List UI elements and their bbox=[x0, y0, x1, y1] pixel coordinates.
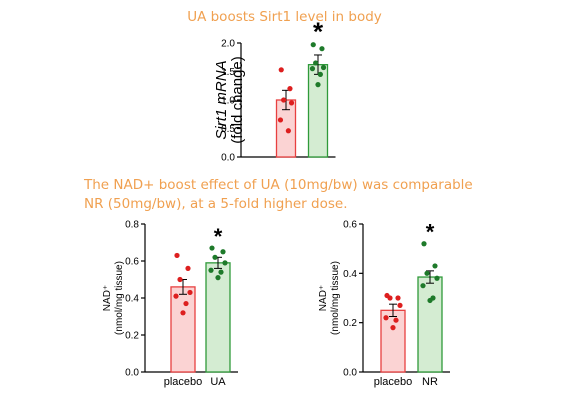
chart2-data-point bbox=[434, 275, 440, 281]
chart2-data-point bbox=[432, 263, 438, 269]
chart1-tick-label: 0.2 bbox=[125, 331, 139, 342]
chart0-data-point bbox=[277, 117, 284, 123]
chart1-bar-1 bbox=[205, 262, 231, 373]
chart0-data-point bbox=[313, 60, 319, 66]
chart2-data-point bbox=[424, 270, 430, 276]
caption-middle-line1: The NAD+ boost effect of UA (10mg/bw) wa… bbox=[84, 177, 473, 193]
chart2-tick-label: 0.6 bbox=[343, 220, 357, 231]
chart1-data-point bbox=[187, 289, 193, 296]
chart2-ylabel-line2: (nmol/mg tissue) bbox=[330, 261, 341, 335]
chart0-data-point bbox=[319, 46, 325, 52]
chart1-data-point bbox=[177, 276, 183, 283]
chart2-data-point bbox=[390, 325, 396, 331]
chart2-data-point bbox=[387, 295, 393, 301]
chart2-bar-0 bbox=[380, 309, 406, 373]
chart1-tick-label: 0.6 bbox=[125, 257, 139, 268]
chart2-bar-1 bbox=[417, 276, 443, 373]
chart0-ylabel-line2: (fold change) bbox=[229, 56, 246, 144]
chart0-tick-label: 0.5 bbox=[221, 124, 235, 135]
chart0-data-point bbox=[285, 128, 291, 134]
chart1-tick-label: 0.8 bbox=[125, 220, 139, 231]
chart1-data-point bbox=[208, 267, 214, 273]
chart1-ylabel-line2: (nmol/mg tissue) bbox=[114, 261, 125, 335]
chart0-data-point bbox=[288, 100, 295, 106]
chart0-tick-label: 2.0 bbox=[221, 39, 235, 50]
chart0-bar-1 bbox=[307, 64, 329, 158]
chart1-data-point bbox=[180, 310, 186, 316]
chart1-data-point bbox=[212, 254, 218, 260]
chart2-tick-label: 0.4 bbox=[343, 269, 357, 280]
chart2-data-point bbox=[421, 241, 427, 247]
chart1-ylabel-line1: NAD⁺ bbox=[102, 285, 113, 311]
chart0-tick-label: 1.0 bbox=[221, 96, 235, 107]
chart1-bar-0 bbox=[170, 286, 196, 373]
chart2-tick-label: 0.0 bbox=[343, 368, 357, 379]
chart0-data-point bbox=[287, 86, 293, 92]
chart2-category-label-1: NR bbox=[422, 376, 438, 388]
chart2-data-point bbox=[393, 317, 399, 323]
chart2-significance-1: * bbox=[426, 220, 435, 245]
chart1-tick-label: 0.0 bbox=[125, 368, 139, 379]
chart1-data-point bbox=[218, 269, 224, 275]
chart0-ylabel-line1: Sirt1 mRNA bbox=[213, 60, 230, 139]
chart1-category-label-0: placebo bbox=[164, 376, 203, 388]
chart1-data-point bbox=[215, 275, 221, 281]
chart2-data-point bbox=[397, 302, 403, 308]
chart1-data-point bbox=[174, 252, 180, 259]
chart2-ylabel-line1: NAD⁺ bbox=[318, 285, 329, 311]
chart1-data-point bbox=[173, 293, 179, 299]
chart0-significance-1: * bbox=[313, 17, 324, 47]
caption-top: UA boosts Sirt1 level in body bbox=[187, 9, 382, 25]
chart2-data-point bbox=[427, 297, 433, 304]
caption-middle: The NAD+ boost effect of UA (10mg/bw) wa… bbox=[84, 176, 473, 214]
chart0-data-point bbox=[281, 97, 287, 103]
chart2-category-label-0: placebo bbox=[374, 376, 413, 388]
chart1-data-point bbox=[209, 245, 215, 251]
chart0-tick-label: 0.0 bbox=[221, 153, 235, 164]
chart1-data-point bbox=[185, 265, 191, 271]
chart0-data-point bbox=[320, 64, 327, 71]
chart1-tick-label: 0.4 bbox=[125, 294, 139, 305]
chart0-tick-label: 1.5 bbox=[221, 67, 235, 78]
chart0-data-point bbox=[278, 67, 284, 73]
chart0-data-point bbox=[317, 71, 323, 77]
chart2-data-point bbox=[395, 295, 401, 301]
chart2-data-point bbox=[420, 283, 426, 289]
chart1-data-point bbox=[222, 260, 228, 266]
chart1-significance-1: * bbox=[214, 224, 223, 249]
chart2-tick-label: 0.2 bbox=[343, 318, 357, 329]
chart2-data-point bbox=[383, 315, 389, 321]
chart0-data-point bbox=[309, 66, 316, 72]
chart0-data-point bbox=[315, 82, 321, 88]
caption-middle-line2: NR (50mg/bw), at a 5-fold higher dose. bbox=[84, 196, 348, 212]
chart0-data-point bbox=[310, 42, 316, 48]
chart1-category-label-1: UA bbox=[210, 376, 226, 388]
chart1-data-point bbox=[220, 249, 226, 255]
chart1-data-point bbox=[183, 300, 189, 307]
